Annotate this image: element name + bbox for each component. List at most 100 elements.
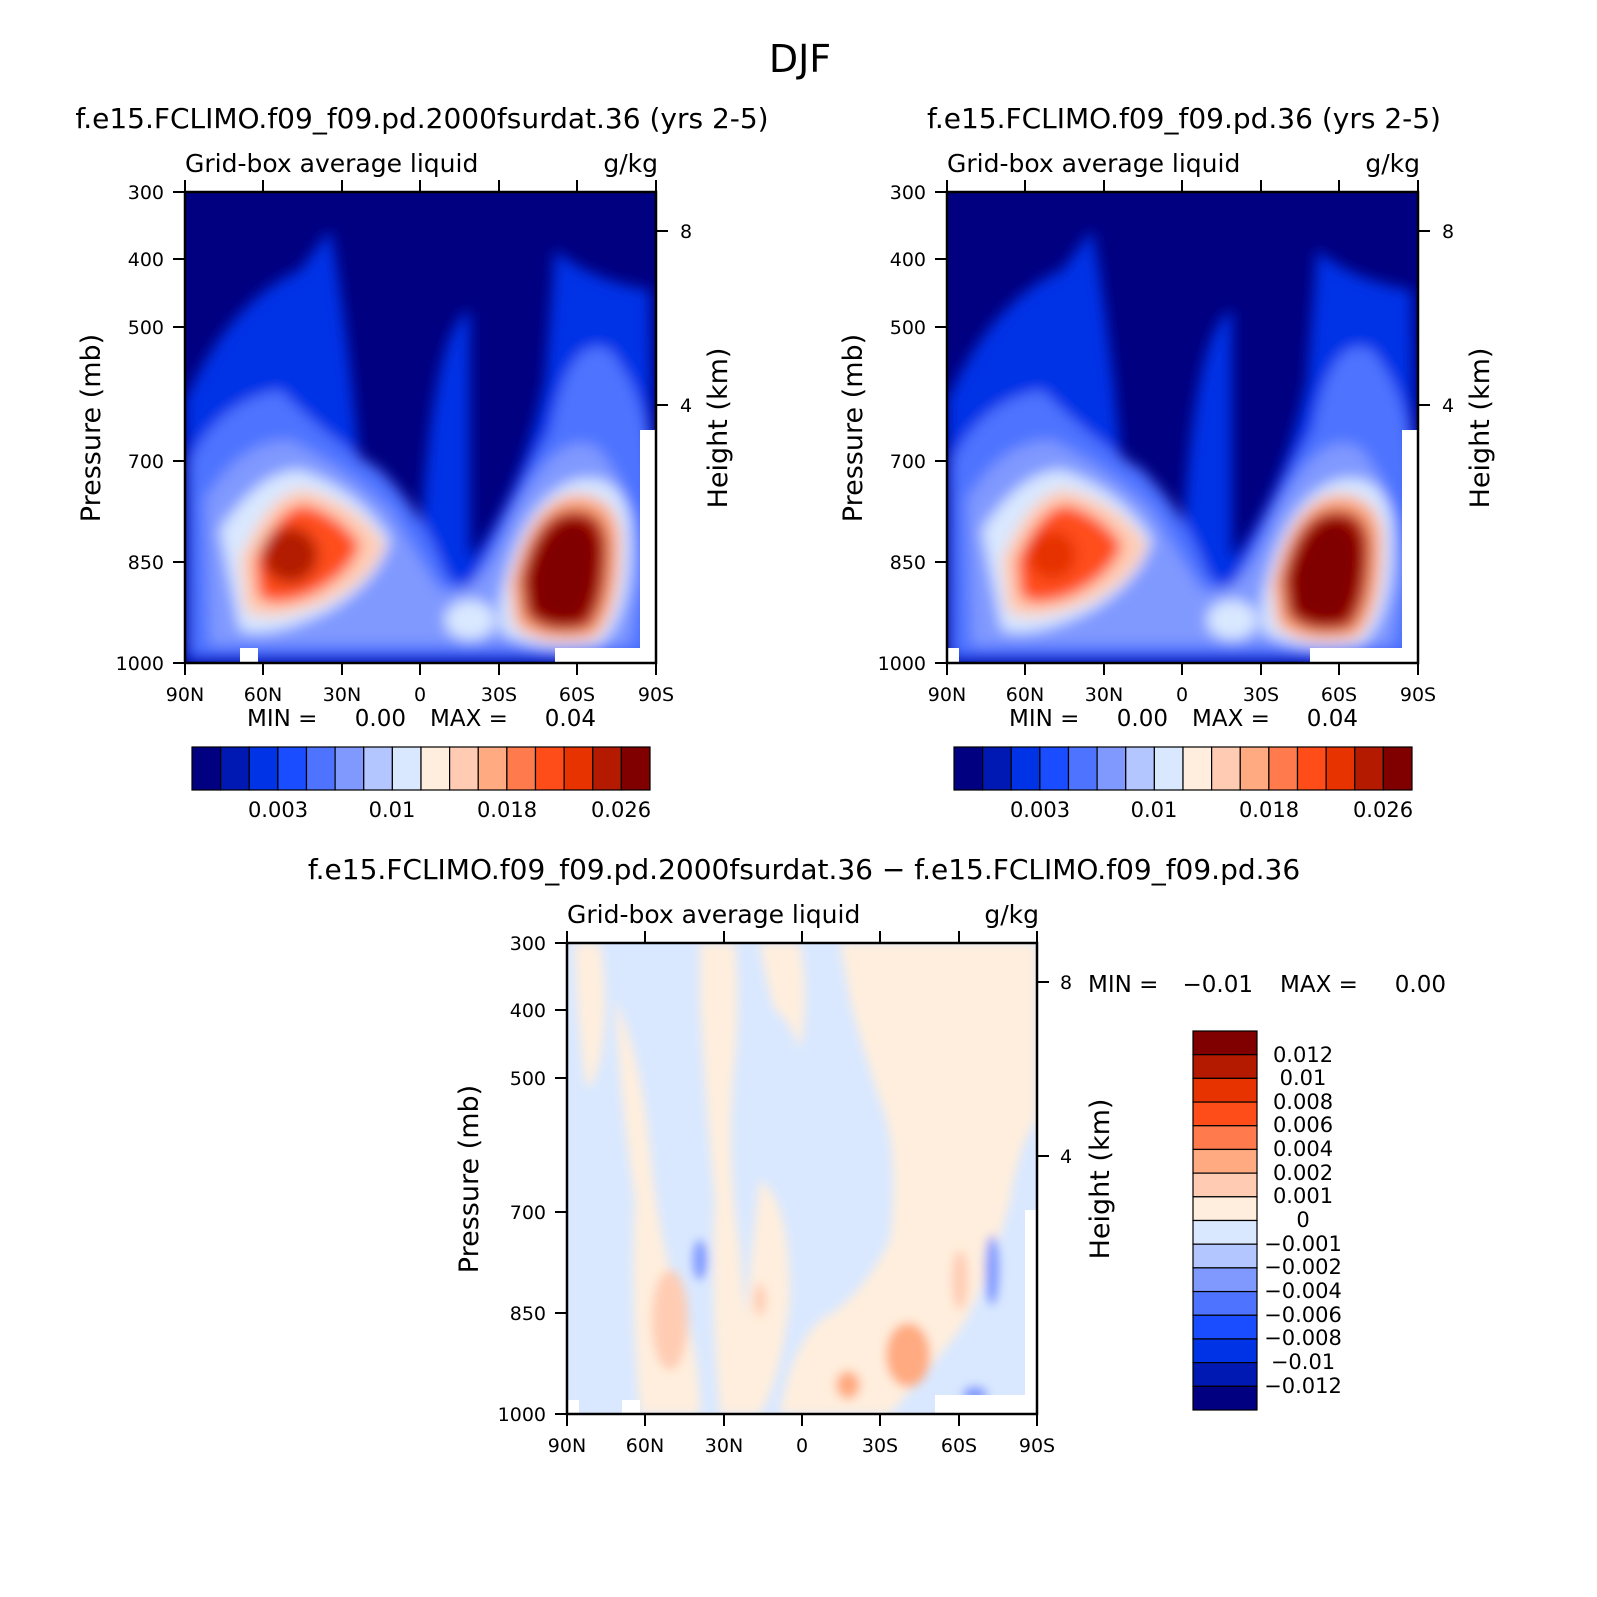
y-tick-label: 300 [128, 182, 164, 204]
x-tick-label: 90N [166, 684, 204, 706]
colorbar-swatch [1125, 746, 1155, 791]
x-tick-label: 30S [481, 684, 517, 706]
panel-3-subtitle: Grid-box average liquid [567, 900, 860, 929]
panel-1-y2label: Height (km) [703, 348, 734, 509]
panel-2-y-ticks: 300 400 500 700 850 1000 [878, 182, 947, 675]
panel-2-y2-ticks: 8 4 [1418, 221, 1454, 417]
colorbar-label: 0.006 [1273, 1113, 1333, 1137]
field-layer [575, 943, 605, 1087]
field-layer [985, 1235, 999, 1305]
x-tick-label: 60S [559, 684, 595, 706]
panel-3-ylabel: Pressure (mb) [454, 1085, 485, 1273]
field-layer [693, 1240, 707, 1280]
y2-tick-label: 8 [1060, 972, 1072, 994]
colorbar-swatch [1067, 746, 1098, 791]
panel-3-y-ticks: 300 400 500 700 850 1000 [498, 933, 567, 1426]
colorbar-swatch [1010, 746, 1041, 791]
panel-3-title: f.e15.FCLIMO.f09_f09.pd.2000fsurdat.36 −… [308, 853, 1300, 886]
colorbar-label: −0.004 [1264, 1279, 1342, 1303]
x-tick-label: 90N [928, 684, 966, 706]
y-tick-label: 500 [890, 317, 926, 339]
x-tick-label: 30S [1243, 684, 1279, 706]
colorbar-swatch [1192, 1172, 1258, 1198]
colorbar-swatch [449, 746, 479, 791]
colorbar-label: 0.026 [591, 798, 651, 822]
field-layer [262, 527, 318, 583]
field-layer [754, 1284, 766, 1316]
x-tick-label: 60N [244, 684, 282, 706]
field-layer [530, 520, 598, 623]
panel-1-x-ticks: 90N 60N 30N 0 30S 60S 90S [166, 180, 674, 706]
y-tick-label: 500 [510, 1068, 546, 1090]
colorbar-swatch [1296, 746, 1327, 791]
colorbar-swatch [1325, 746, 1356, 791]
panel-2-units: g/kg [1365, 149, 1420, 178]
colorbar-swatch [1192, 1054, 1258, 1079]
panel-1: f.e15.FCLIMO.f09_f09.pd.2000fsurdat.36 (… [75, 102, 768, 822]
panel-3-min-label: MIN = [1088, 972, 1158, 998]
colorbar-label: 0.012 [1273, 1043, 1333, 1067]
colorbar-label: 0.004 [1273, 1137, 1333, 1161]
y-tick-label: 1000 [116, 653, 164, 675]
field-layer [652, 1270, 688, 1370]
y-tick-label: 700 [510, 1202, 546, 1224]
panel-3-field [567, 943, 1037, 1414]
colorbar-label: −0.012 [1264, 1374, 1342, 1398]
y-tick-label: 300 [510, 933, 546, 955]
panel-3-max-label: MAX = [1280, 972, 1358, 998]
panel-2-min-value: 0.00 [1117, 706, 1168, 732]
colorbar-label: 0 [1296, 1208, 1309, 1232]
field-layer [700, 943, 760, 1414]
colorbar-swatch [1192, 1385, 1258, 1411]
colorbar-label: 0.003 [248, 798, 308, 822]
colorbar-swatch [982, 746, 1012, 791]
colorbar-swatch [1153, 746, 1184, 791]
panel-2-max-label: MAX = [1192, 706, 1270, 732]
field-layer [445, 600, 495, 640]
panel-2-field [947, 192, 1418, 663]
colorbar-label: 0.026 [1353, 798, 1413, 822]
panel-3-y2-ticks: 8 4 [1037, 972, 1072, 1168]
panel-2-max-value: 0.04 [1307, 706, 1358, 732]
colorbar-swatch [1192, 1314, 1258, 1340]
colorbar-swatch [1192, 1125, 1258, 1151]
panel-2-subtitle: Grid-box average liquid [947, 149, 1240, 178]
x-tick-label: 60S [1321, 684, 1357, 706]
colorbar-swatch [1039, 746, 1070, 791]
panel-3-y2label: Height (km) [1085, 1099, 1116, 1260]
field-layer [1207, 600, 1257, 640]
y-tick-label: 850 [890, 552, 926, 574]
y-tick-label: 400 [510, 1000, 546, 1022]
colorbar-label: 0.01 [369, 798, 416, 822]
y2-tick-label: 4 [1060, 1146, 1072, 1168]
colorbar-swatch [220, 746, 250, 791]
panel-3: f.e15.FCLIMO.f09_f09.pd.2000fsurdat.36 −… [308, 853, 1446, 1457]
colorbar-swatch [1192, 1338, 1258, 1364]
x-tick-label: 30N [323, 684, 361, 706]
y-tick-label: 1000 [878, 653, 926, 675]
field-layer [952, 1250, 968, 1310]
panel-1-max-label: MAX = [430, 706, 508, 732]
field-layer [886, 1323, 930, 1387]
field-layer [1292, 520, 1360, 623]
y-tick-label: 700 [890, 451, 926, 473]
colorbar-label: 0.008 [1273, 1090, 1333, 1114]
colorbar-swatch [534, 746, 565, 791]
panel-2-y2label: Height (km) [1465, 348, 1496, 509]
colorbar-swatch [953, 746, 984, 791]
y2-tick-label: 4 [1442, 395, 1454, 417]
panel-1-y2-ticks: 8 4 [656, 221, 692, 417]
x-tick-label: 30S [862, 1435, 898, 1457]
panel-3-colorbar [1192, 1030, 1258, 1411]
x-tick-label: 90S [1400, 684, 1436, 706]
y-tick-label: 500 [128, 317, 164, 339]
panel-2: f.e15.FCLIMO.f09_f09.pd.36 (yrs 2-5) Gri… [838, 102, 1496, 822]
field-layer [760, 943, 805, 1050]
panel-1-units: g/kg [603, 149, 658, 178]
x-tick-label: 60N [1006, 684, 1044, 706]
colorbar-label: 0.018 [1239, 798, 1299, 822]
panel-2-ylabel: Pressure (mb) [838, 334, 869, 522]
colorbar-swatch [191, 746, 222, 791]
colorbar-swatch [1382, 746, 1413, 791]
